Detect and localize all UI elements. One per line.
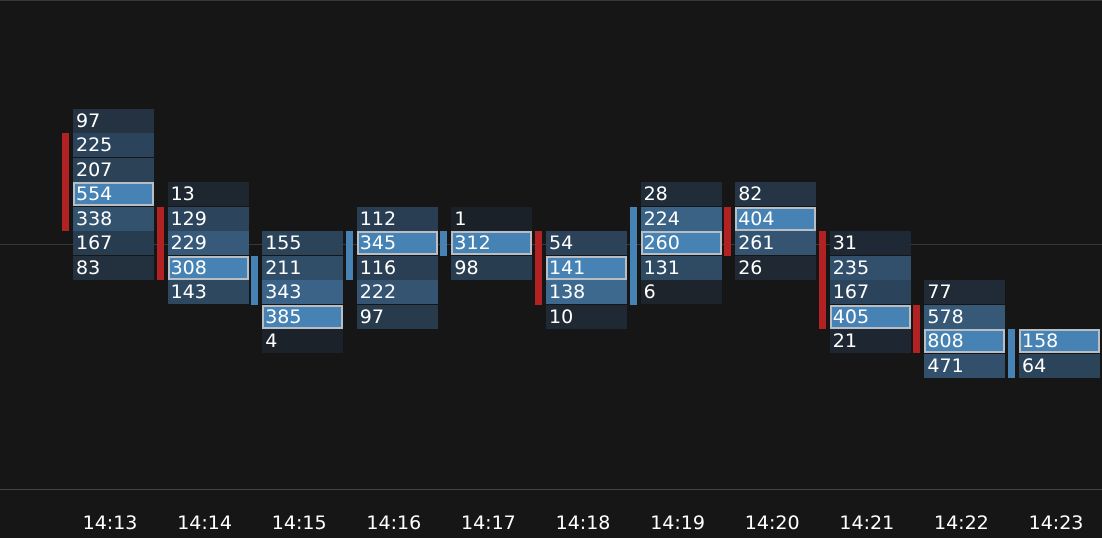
volume-cell: 97 bbox=[73, 109, 154, 133]
volume-cell: 343 bbox=[262, 280, 344, 305]
volume-cell: 4 bbox=[262, 329, 344, 354]
time-tick-label: 14:22 bbox=[934, 512, 989, 534]
volume-cell: 235 bbox=[829, 255, 911, 280]
poc-cell: 141 bbox=[546, 255, 627, 280]
volume-cell: 21 bbox=[829, 329, 911, 354]
volume-cell: 207 bbox=[73, 157, 154, 182]
volume-cell: 54 bbox=[546, 231, 627, 256]
time-tick-label: 14:15 bbox=[271, 512, 327, 534]
time-tick-label: 14:21 bbox=[839, 512, 895, 534]
poc-cell: 405 bbox=[829, 304, 911, 329]
volume-cell: 143 bbox=[167, 280, 249, 305]
top-border bbox=[0, 0, 1102, 1]
buy-delta-bar bbox=[629, 206, 637, 305]
poc-cell: 554 bbox=[73, 182, 154, 207]
time-axis-line bbox=[0, 489, 1102, 490]
volume-cell: 211 bbox=[262, 255, 344, 280]
volume-cell: 13 bbox=[167, 182, 249, 207]
poc-cell: 158 bbox=[1019, 329, 1100, 354]
volume-cell: 6 bbox=[640, 280, 722, 305]
buy-delta-bar bbox=[1008, 329, 1015, 378]
volume-cell: 10 bbox=[546, 304, 627, 329]
buy-delta-bar bbox=[345, 231, 353, 281]
volume-cell: 82 bbox=[735, 182, 817, 207]
sell-delta-bar bbox=[818, 231, 826, 330]
poc-cell: 260 bbox=[640, 231, 722, 256]
volume-cell: 155 bbox=[262, 231, 344, 256]
volume-cell: 77 bbox=[924, 280, 1006, 305]
volume-cell: 471 bbox=[924, 353, 1006, 378]
poc-cell: 345 bbox=[356, 231, 438, 256]
poc-cell: 308 bbox=[167, 255, 249, 280]
time-tick-label: 14:16 bbox=[366, 512, 422, 534]
volume-cell: 222 bbox=[356, 280, 438, 305]
time-tick-label: 14:14 bbox=[177, 512, 232, 534]
sell-delta-bar bbox=[535, 231, 542, 305]
sell-delta-bar bbox=[913, 304, 921, 354]
volume-cell: 26 bbox=[735, 255, 817, 280]
volume-cell: 138 bbox=[546, 280, 627, 305]
buy-delta-bar bbox=[440, 231, 448, 256]
time-tick-label: 14:13 bbox=[82, 512, 138, 534]
buy-delta-bar bbox=[251, 255, 259, 305]
time-tick-label: 14:17 bbox=[461, 512, 516, 534]
volume-cell: 1 bbox=[451, 206, 533, 231]
volume-cell: 64 bbox=[1019, 353, 1100, 378]
volume-cell: 31 bbox=[829, 231, 911, 256]
volume-cell: 261 bbox=[735, 231, 817, 256]
sell-delta-bar bbox=[156, 206, 164, 281]
volume-cell: 97 bbox=[356, 304, 438, 329]
volume-cell: 229 bbox=[167, 231, 249, 256]
volume-cell: 578 bbox=[924, 304, 1006, 329]
volume-cell: 83 bbox=[73, 255, 154, 280]
volume-cell: 116 bbox=[356, 255, 438, 280]
volume-cell: 131 bbox=[640, 255, 722, 280]
sell-delta-bar bbox=[724, 206, 732, 256]
poc-cell: 385 bbox=[262, 304, 344, 329]
volume-cell: 98 bbox=[451, 255, 533, 280]
volume-cell: 112 bbox=[356, 206, 438, 231]
volume-cell: 28 bbox=[640, 182, 722, 207]
sell-delta-bar bbox=[62, 133, 69, 232]
volume-cell: 225 bbox=[73, 133, 154, 158]
volume-cell: 167 bbox=[829, 280, 911, 305]
volume-cell: 224 bbox=[640, 206, 722, 231]
volume-cell: 167 bbox=[73, 231, 154, 256]
time-tick-label: 14:18 bbox=[555, 512, 611, 534]
volume-cell: 129 bbox=[167, 206, 249, 231]
poc-cell: 808 bbox=[924, 329, 1006, 354]
poc-cell: 404 bbox=[735, 206, 817, 231]
time-tick-label: 14:23 bbox=[1028, 512, 1084, 534]
poc-cell: 312 bbox=[451, 231, 533, 256]
time-tick-label: 14:19 bbox=[650, 512, 705, 534]
volume-cell: 338 bbox=[73, 206, 154, 231]
time-tick-label: 14:20 bbox=[744, 512, 800, 534]
